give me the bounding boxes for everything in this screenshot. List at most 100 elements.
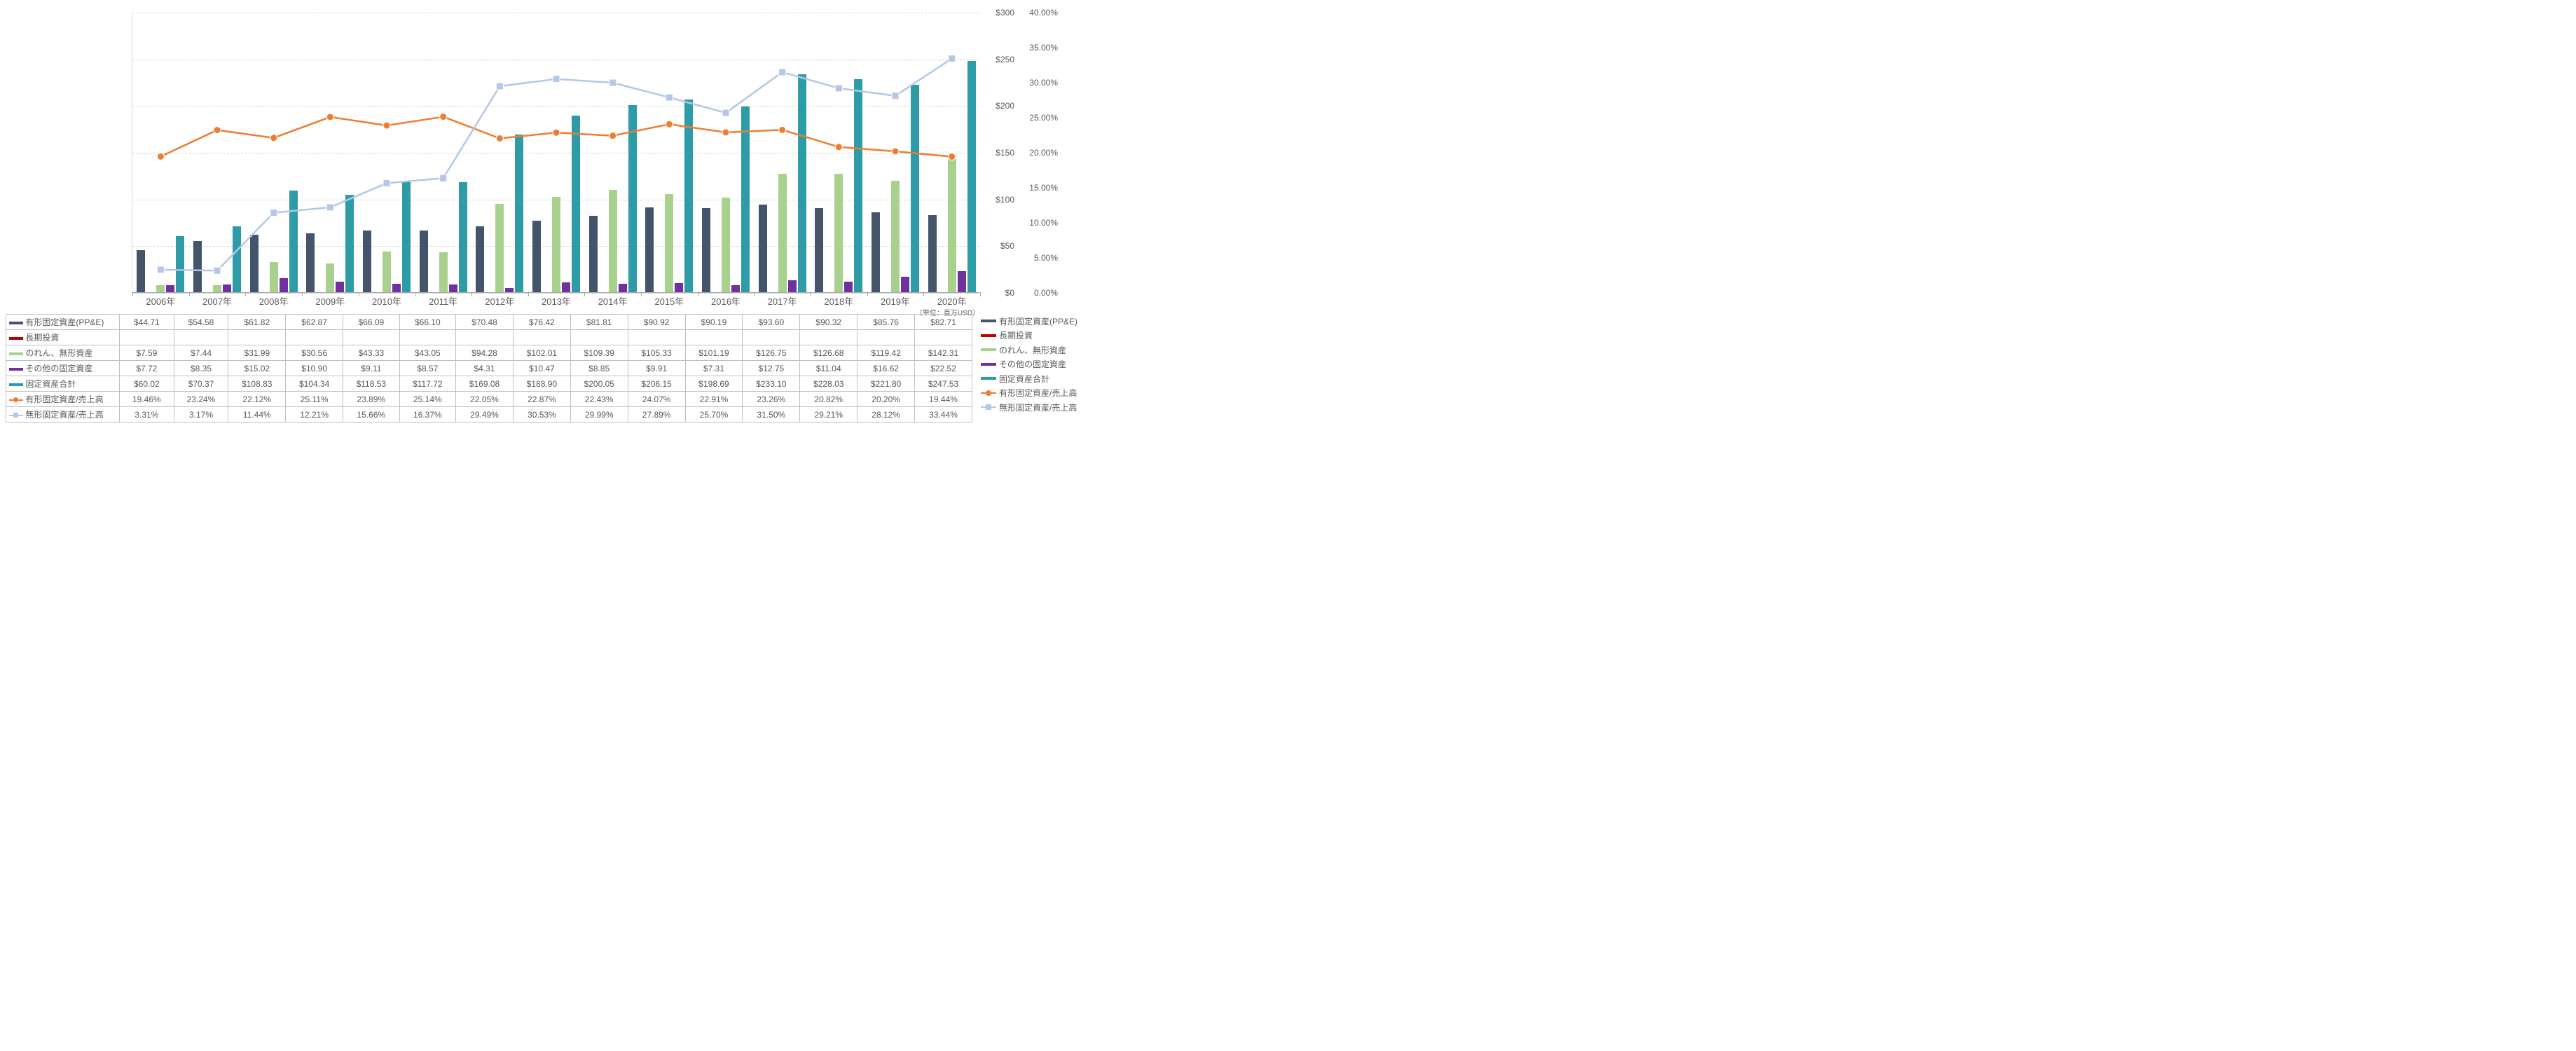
cell: 25.70%: [685, 407, 743, 423]
y1-tick-label: $50: [1000, 241, 1014, 251]
cell: $119.42: [857, 345, 915, 361]
marker-int_ratio: [270, 209, 277, 217]
row-header-tang_ratio: 有形固定資産/売上高: [6, 392, 120, 407]
x-category-label: 2010年: [359, 294, 415, 308]
cell: $15.02: [228, 361, 286, 376]
cell: $9.11: [343, 361, 399, 376]
y2-tick-label: 0.00%: [1034, 288, 1058, 298]
cell: $31.99: [228, 345, 286, 361]
marker-tang_ratio: [440, 114, 447, 121]
cell: [915, 330, 972, 345]
marker-int_ratio: [553, 76, 560, 83]
cell: $9.91: [628, 361, 685, 376]
cell: $66.09: [343, 315, 399, 330]
cell: $118.53: [343, 376, 399, 392]
cell: [228, 330, 286, 345]
x-category-label: 2009年: [302, 294, 359, 308]
cell: [174, 330, 228, 345]
cell: 16.37%: [399, 407, 455, 423]
cell: 22.43%: [570, 392, 628, 407]
cell: $188.90: [513, 376, 570, 392]
x-category-label: 2014年: [584, 294, 641, 308]
legend-label: 有形固定資産/売上高: [999, 387, 1077, 399]
marker-tang_ratio: [722, 129, 729, 136]
legend-item-othfa: その他の固定資産: [981, 357, 1072, 372]
cell: 20.82%: [800, 392, 857, 407]
cell: $11.04: [800, 361, 857, 376]
cell: $90.92: [628, 315, 685, 330]
cell: [685, 330, 743, 345]
cell: $94.28: [456, 345, 514, 361]
marker-int_ratio: [835, 85, 842, 92]
cell: $16.62: [857, 361, 915, 376]
x-category-label: 2017年: [754, 294, 811, 308]
y2-tick-label: 40.00%: [1029, 8, 1058, 18]
row-header-othfa: その他の固定資産: [6, 361, 120, 376]
legend-item-ppe: 有形固定資産(PP&E): [981, 314, 1072, 329]
y2-tick-label: 10.00%: [1029, 218, 1058, 228]
row-header-ltinv: 長期投資: [6, 330, 120, 345]
cell: 22.12%: [228, 392, 286, 407]
cell: $8.85: [570, 361, 628, 376]
y2-tick-label: 30.00%: [1029, 78, 1058, 88]
cell: [800, 330, 857, 345]
cell: $66.10: [399, 315, 455, 330]
cell: $44.71: [120, 315, 174, 330]
marker-int_ratio: [722, 109, 729, 116]
cell: $169.08: [456, 376, 514, 392]
x-category-label: 2015年: [641, 294, 698, 308]
cell: $10.47: [513, 361, 570, 376]
marker-int_ratio: [949, 55, 956, 62]
cell: 24.07%: [628, 392, 685, 407]
cell: 23.26%: [743, 392, 800, 407]
table-row: のれん、無形資産$7.59$7.44$31.99$30.56$43.33$43.…: [6, 345, 972, 361]
marker-tang_ratio: [835, 144, 842, 151]
cell: $117.72: [399, 376, 455, 392]
marker-int_ratio: [440, 174, 447, 181]
table-row: その他の固定資産$7.72$8.35$15.02$10.90$9.11$8.57…: [6, 361, 972, 376]
marker-tang_ratio: [496, 135, 503, 142]
row-header-totfa: 固定資産合計: [6, 376, 120, 392]
x-category-label: 2008年: [245, 294, 302, 308]
marker-tang_ratio: [553, 129, 560, 136]
marker-int_ratio: [157, 266, 164, 273]
legend-label: 無形固定資産/売上高: [999, 401, 1077, 413]
marker-tang_ratio: [214, 127, 221, 134]
cell: $126.68: [800, 345, 857, 361]
table-row: 長期投資: [6, 330, 972, 345]
cell: $93.60: [743, 315, 800, 330]
marker-tang_ratio: [666, 121, 673, 128]
cell: 27.89%: [628, 407, 685, 423]
cell: $62.87: [286, 315, 343, 330]
marker-tang_ratio: [157, 153, 164, 160]
cell: $76.42: [513, 315, 570, 330]
cell: 19.46%: [120, 392, 174, 407]
table-row: 有形固定資産(PP&E)$44.71$54.58$61.82$62.87$66.…: [6, 315, 972, 330]
marker-int_ratio: [214, 267, 221, 274]
table-row: 有形固定資産/売上高19.46%23.24%22.12%25.11%23.89%…: [6, 392, 972, 407]
cell: 22.91%: [685, 392, 743, 407]
row-header-ppe: 有形固定資産(PP&E): [6, 315, 120, 330]
x-category-label: 2018年: [811, 294, 867, 308]
cell: $206.15: [628, 376, 685, 392]
y1-tick-label: $150: [996, 148, 1014, 158]
marker-tang_ratio: [949, 153, 956, 160]
marker-int_ratio: [383, 179, 390, 186]
row-header-gint: のれん、無形資産: [6, 345, 120, 361]
cell: $198.69: [685, 376, 743, 392]
cell: $108.83: [228, 376, 286, 392]
cell: [513, 330, 570, 345]
cell: 28.12%: [857, 407, 915, 423]
cell: $7.31: [685, 361, 743, 376]
cell: $82.71: [915, 315, 972, 330]
chart-container: $0$50$100$150$200$250$3000.00%5.00%10.00…: [0, 0, 1072, 448]
cell: [743, 330, 800, 345]
cell: $105.33: [628, 345, 685, 361]
marker-int_ratio: [609, 79, 617, 86]
cell: $109.39: [570, 345, 628, 361]
marker-tang_ratio: [270, 135, 277, 142]
plot-area: $0$50$100$150$200$250$3000.00%5.00%10.00…: [132, 13, 979, 293]
cell: 19.44%: [915, 392, 972, 407]
marker-int_ratio: [779, 69, 786, 76]
cell: $90.32: [800, 315, 857, 330]
